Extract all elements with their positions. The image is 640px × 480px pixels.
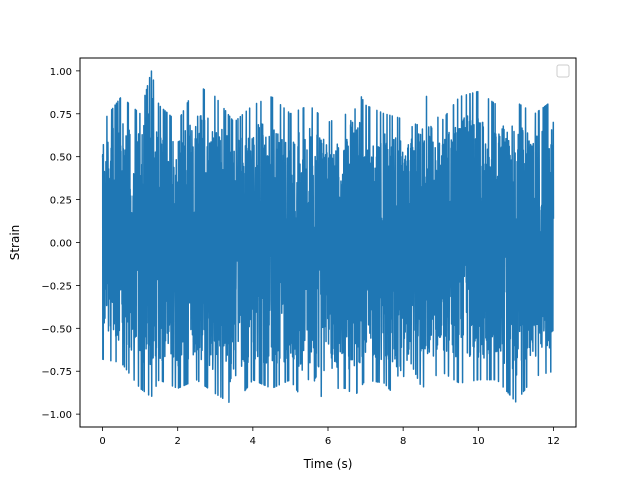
x-tick-label: 6: [325, 436, 331, 447]
y-tick-label: 1.00: [50, 67, 72, 78]
legend-box: [556, 64, 570, 78]
x-tick-label: 4: [250, 436, 256, 447]
x-tick-label: 10: [472, 436, 485, 447]
x-axis-label: Time (s): [303, 457, 353, 471]
y-tick-label: 0.25: [50, 196, 72, 207]
x-axis-ticks: 0 2 4 6 8 10 12: [99, 427, 560, 447]
y-axis-label: Strain: [8, 225, 22, 261]
y-tick-label: 0.75: [50, 110, 72, 121]
x-tick-label: 8: [400, 436, 406, 447]
y-tick-label: −0.25: [41, 281, 72, 292]
series-line: [101, 70, 555, 404]
x-tick-label: 0: [99, 436, 105, 447]
y-tick-label: −0.50: [41, 324, 72, 335]
y-tick-label: −1.00: [41, 410, 72, 421]
x-tick-label: 2: [175, 436, 181, 447]
x-tick-label: 12: [547, 436, 560, 447]
y-tick-label: 0.50: [50, 153, 72, 164]
y-axis-ticks: −1.00 −0.75 −0.50 −0.25 0.00 0.25 0.50 0.75 1.00: [41, 67, 80, 421]
y-tick-label: 0.00: [50, 239, 72, 250]
y-tick-label: −0.75: [41, 367, 72, 378]
series-layer: [101, 70, 555, 404]
